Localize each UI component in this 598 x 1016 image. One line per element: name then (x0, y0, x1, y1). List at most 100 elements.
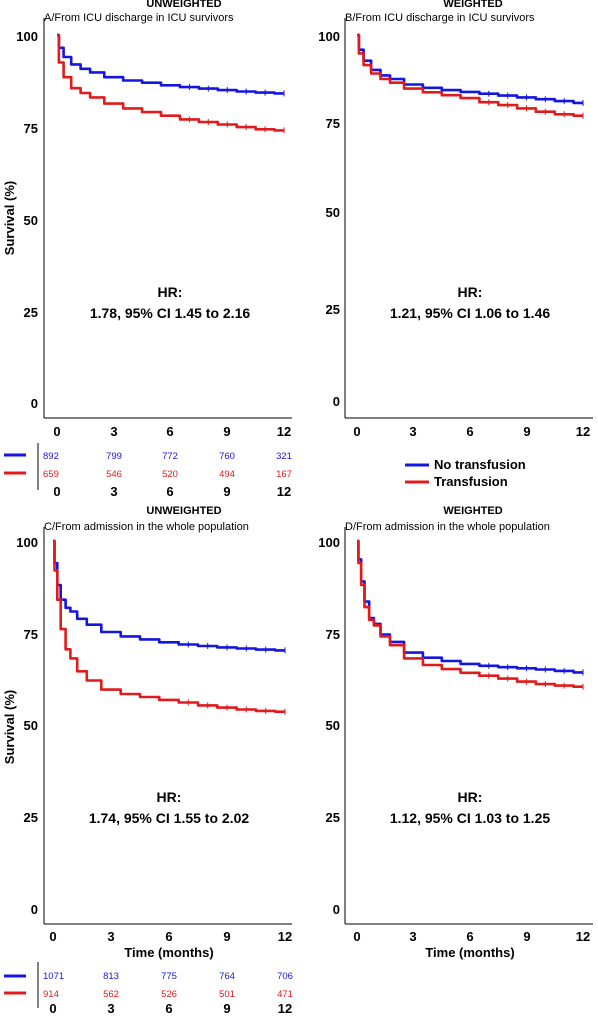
panel-a-curves (57, 33, 285, 134)
risk-c-xtick-6: 6 (165, 1001, 172, 1016)
km-curve-no-transfusion (53, 539, 285, 652)
risk-a-xtick-12: 12 (277, 484, 291, 499)
panel-a-title: A/From ICU discharge in ICU survivors (44, 12, 234, 24)
risk-a-xtick-6: 6 (166, 484, 173, 499)
panel-b-xtick-12: 12 (576, 424, 590, 439)
panel-b-xtick-9: 9 (523, 424, 530, 439)
panel-b-header: WEIGHTED (443, 0, 502, 10)
risk-c-xtick-9: 9 (223, 1001, 230, 1016)
panel-c-hr-text: 1.74, 95% CI 1.55 to 2.02 (89, 810, 250, 826)
panel-a-hr-label: HR: (158, 284, 183, 300)
panel-a-xticks: 0 3 6 9 12 (53, 424, 291, 439)
km-curve-no-transfusion (57, 33, 284, 95)
panel-a-xtick-0: 0 (53, 424, 60, 439)
panel-a-ylabel: Survival (%) (2, 181, 17, 255)
risk-c-nt-12: 706 (277, 971, 293, 982)
km-curve-no-transfusion (357, 539, 583, 674)
legend: No transfusion Transfusion (405, 457, 526, 489)
panel-d-title: D/From admission in the whole population (345, 521, 550, 533)
risk-c-t-9: 501 (219, 989, 235, 1000)
panel-b-hr-text: 1.21, 95% CI 1.06 to 1.46 (390, 305, 551, 321)
km-curve-transfusion (53, 539, 285, 713)
risk-c-xtick-0: 0 (49, 1001, 56, 1016)
panel-c-ytick-75: 75 (24, 627, 38, 642)
risk-c-nt-3: 813 (103, 971, 119, 982)
risk-c-nt-0: 1071 (43, 971, 64, 982)
panel-c-ylabel: Survival (%) (2, 690, 17, 764)
panel-c-xticks: 0 3 6 9 12 (49, 929, 292, 944)
panel-a-ytick-25: 25 (24, 305, 38, 320)
risk-a-nt-6: 772 (162, 451, 178, 462)
panel-c-risk-table: 1071 813 775 764 706 914 562 526 501 471… (4, 962, 293, 1016)
risk-c-t-6: 526 (161, 989, 177, 1000)
panel-b-ytick-75: 75 (326, 116, 340, 131)
panel-b-yticks: 100 75 50 25 0 (318, 29, 340, 409)
panel-d-hr-label: HR: (458, 789, 483, 805)
panel-d-xtick-0: 0 (353, 929, 360, 944)
panel-a-ytick-0: 0 (31, 396, 38, 411)
risk-a-nt-0: 892 (43, 451, 59, 462)
panel-a-hr-text: 1.78, 95% CI 1.45 to 2.16 (90, 305, 251, 321)
panel-a-header: UNWEIGHTED (146, 0, 221, 10)
risk-a-nt-3: 799 (106, 451, 122, 462)
panel-c-ytick-100: 100 (16, 535, 38, 550)
panel-a-ytick-50: 50 (24, 213, 38, 228)
panel-d-xtick-3: 3 (409, 929, 416, 944)
risk-a-xtick-9: 9 (223, 484, 230, 499)
risk-c-t-12: 471 (277, 989, 293, 1000)
panel-b-ytick-25: 25 (326, 302, 340, 317)
panel-c-hr-label: HR: (157, 789, 182, 805)
panel-c-title: C/From admission in the whole population (44, 521, 249, 533)
panel-d-header: WEIGHTED (443, 505, 502, 517)
panel-b-ytick-50: 50 (326, 205, 340, 220)
legend-no-transfusion-label: No transfusion (434, 457, 526, 472)
panel-d-xtick-6: 6 (466, 929, 473, 944)
panel-d-curves (357, 539, 584, 690)
panel-a: UNWEIGHTED A/From ICU discharge in ICU s… (2, 0, 292, 499)
panel-d-ytick-0: 0 (333, 902, 340, 917)
panel-b-title: B/From ICU discharge in ICU survivors (345, 12, 535, 24)
panel-c-xtick-0: 0 (49, 929, 56, 944)
panel-d-ytick-75: 75 (326, 627, 340, 642)
km-curve-transfusion (357, 33, 583, 117)
panel-a-xtick-9: 9 (223, 424, 230, 439)
panel-c-ytick-0: 0 (31, 902, 38, 917)
panel-d-xlabel: Time (months) (425, 945, 514, 960)
panel-c-xtick-12: 12 (278, 929, 292, 944)
panel-c-yticks: 100 75 50 25 0 (16, 535, 38, 917)
panel-d-xtick-12: 12 (576, 929, 590, 944)
risk-c-nt-9: 764 (219, 971, 235, 982)
risk-c-xtick-12: 12 (278, 1001, 292, 1016)
risk-a-t-9: 494 (219, 469, 235, 480)
panel-c: UNWEIGHTED C/From admission in the whole… (2, 505, 293, 1016)
panel-b-xtick-3: 3 (409, 424, 416, 439)
panel-c-header: UNWEIGHTED (146, 505, 221, 517)
panel-d-xticks: 0 3 6 9 12 (353, 929, 590, 944)
panel-d: WEIGHTED D/From admission in the whole p… (318, 505, 593, 960)
panel-d-xtick-9: 9 (523, 929, 530, 944)
panel-c-xlabel: Time (months) (124, 945, 213, 960)
panel-a-xtick-3: 3 (110, 424, 117, 439)
risk-a-xtick-0: 0 (53, 484, 60, 499)
panel-b-xticks: 0 3 6 9 12 (353, 424, 590, 439)
panel-a-xtick-12: 12 (277, 424, 291, 439)
panel-c-xtick-3: 3 (107, 929, 114, 944)
panel-a-yticks: 100 75 50 25 0 (16, 29, 38, 411)
risk-a-nt-12: 321 (276, 451, 292, 462)
risk-a-t-12: 167 (276, 469, 292, 480)
risk-a-t-0: 659 (43, 469, 59, 480)
legend-transfusion-label: Transfusion (434, 474, 508, 489)
panel-b: WEIGHTED B/From ICU discharge in ICU sur… (318, 0, 593, 439)
panel-c-ytick-50: 50 (24, 718, 38, 733)
panel-a-xtick-6: 6 (166, 424, 173, 439)
risk-a-t-6: 520 (162, 469, 178, 480)
panel-b-curves (357, 33, 584, 119)
panel-d-hr-text: 1.12, 95% CI 1.03 to 1.25 (390, 810, 551, 826)
panel-d-ytick-100: 100 (318, 535, 340, 550)
panel-c-ytick-25: 25 (24, 810, 38, 825)
panel-b-ytick-0: 0 (333, 394, 340, 409)
panel-a-ytick-100: 100 (16, 29, 38, 44)
risk-a-xtick-3: 3 (110, 484, 117, 499)
panel-a-risk-table: 892 799 772 760 321 659 546 520 494 167 … (4, 443, 292, 499)
